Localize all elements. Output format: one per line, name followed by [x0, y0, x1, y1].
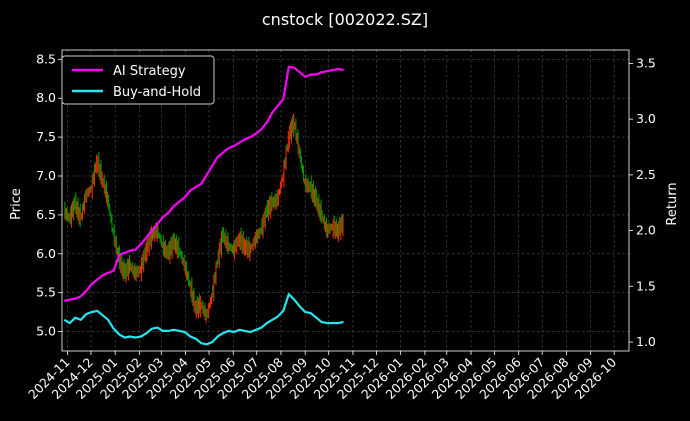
y-left-tick-label: 7.0	[36, 168, 56, 183]
y-left-tick-label: 5.0	[36, 324, 56, 339]
y-axis-left-label: Price	[9, 188, 24, 220]
y-left-tick-label: 6.0	[36, 246, 56, 261]
y-right-tick-label: 3.0	[636, 111, 656, 126]
series-lines	[63, 65, 344, 346]
y-right-tick-label: 2.0	[636, 223, 656, 238]
y-right-tick-label: 3.5	[636, 55, 656, 70]
plot-frame	[61, 49, 630, 352]
y-left-tick-label: 8.0	[36, 90, 56, 105]
price-candles	[64, 113, 344, 324]
y-left-tick-label: 8.5	[36, 51, 56, 66]
series-line-ai-strategy	[64, 65, 344, 302]
y-right-tick-label: 2.5	[636, 167, 656, 182]
y-right-tick-label: 1.5	[636, 278, 656, 293]
series-line-buy-and-hold	[63, 293, 344, 346]
legend-label-buy-and-hold: Buy-and-Hold	[113, 85, 201, 100]
grid-lines	[62, 50, 629, 351]
chart-title: cnstock [002022.SZ]	[262, 10, 428, 29]
y-left-tick-label: 5.5	[36, 285, 56, 300]
y-left-tick-label: 6.5	[36, 207, 56, 222]
y-right-tick-label: 1.0	[636, 334, 656, 349]
y-left-tick-label: 7.5	[36, 129, 56, 144]
legend: AI Strategy Buy-and-Hold	[61, 55, 215, 105]
legend-label-ai-strategy: AI Strategy	[113, 64, 186, 79]
y-axis-right-label: Return	[665, 182, 680, 225]
